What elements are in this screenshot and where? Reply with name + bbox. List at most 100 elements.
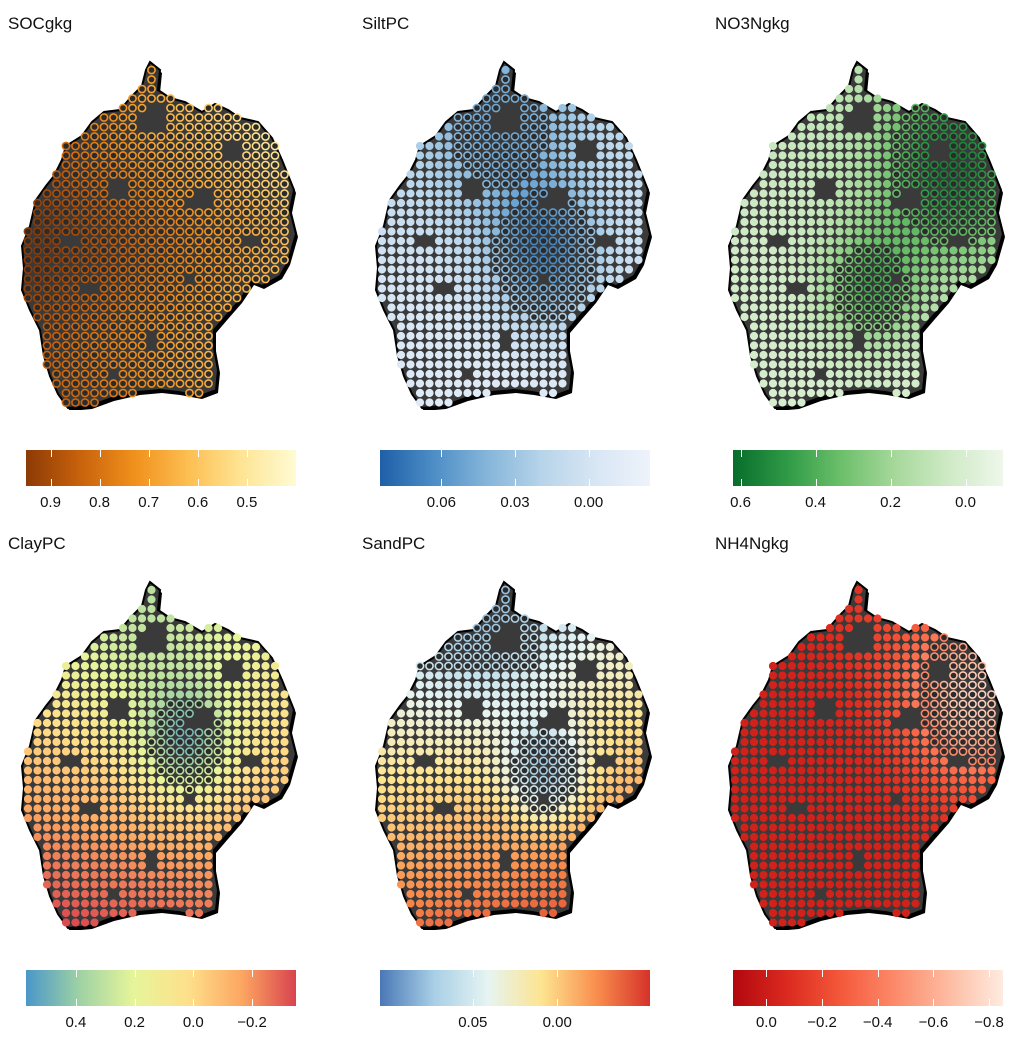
sample-point [472, 775, 482, 785]
sample-point [491, 671, 501, 680]
sample-point [901, 113, 911, 122]
sample-point [33, 737, 42, 747]
legend-tick-label: 0.00 [573, 494, 604, 511]
sample-point [968, 709, 977, 718]
sample-point [901, 122, 911, 132]
sample-point [901, 737, 911, 747]
sample-point [730, 255, 740, 265]
sample-point [892, 122, 901, 132]
sample-point [759, 293, 768, 303]
sample-point [434, 766, 444, 775]
sample-point [759, 274, 768, 284]
sample-point [175, 889, 185, 899]
sample-point [510, 94, 520, 103]
sample-point [71, 312, 80, 322]
sample-point [892, 880, 901, 889]
sample-point [166, 198, 175, 208]
sample-point [863, 747, 873, 756]
sample-point [778, 265, 787, 274]
sample-point [863, 861, 873, 870]
sample-point [567, 690, 577, 699]
sample-point [156, 350, 166, 360]
sample-point [586, 179, 596, 189]
sample-point [911, 756, 920, 766]
sample-point [434, 728, 444, 737]
sample-point [930, 113, 939, 122]
sample-point [825, 284, 835, 293]
map-panel-sandpc: SandPC 0.05 0.00 [354, 520, 692, 1040]
sample-point [558, 661, 567, 671]
sample-point [577, 737, 586, 747]
sample-point [873, 208, 882, 217]
sample-point [80, 274, 90, 284]
sample-point [577, 823, 586, 832]
sample-point [958, 737, 968, 747]
sample-point [892, 861, 901, 870]
sample-point [52, 369, 61, 379]
sample-point [558, 870, 567, 880]
sample-point [491, 728, 501, 737]
legend-tick-mark [472, 999, 474, 1006]
sample-point [816, 293, 825, 303]
sample-point [778, 293, 787, 303]
sample-point [137, 614, 147, 623]
sample-point [61, 899, 71, 908]
sample-point [539, 737, 548, 747]
sample-point [453, 661, 463, 671]
sample-point [137, 179, 147, 189]
sample-point [453, 785, 463, 794]
sample-point [147, 709, 156, 718]
sample-point [61, 842, 71, 851]
sample-point [185, 388, 194, 398]
sample-point [730, 284, 740, 293]
sample-point [71, 737, 80, 747]
sample-point [166, 661, 175, 671]
sample-point [539, 103, 548, 113]
sample-point [958, 122, 968, 132]
sample-point [749, 208, 759, 217]
sample-point [977, 236, 987, 246]
sample-point [968, 728, 977, 737]
sample-point [854, 585, 863, 595]
sample-point [52, 322, 61, 331]
sample-point [759, 747, 768, 756]
sample-point [920, 217, 930, 227]
sample-point [529, 198, 539, 208]
sample-point [223, 217, 232, 227]
sample-point [156, 189, 166, 198]
sample-point [406, 804, 415, 813]
sample-point [90, 794, 99, 804]
sample-point [425, 303, 434, 312]
sample-point [166, 312, 175, 322]
sample-point [434, 861, 444, 870]
sample-point [844, 322, 854, 331]
sample-point [958, 775, 968, 785]
sample-point [816, 198, 825, 208]
sample-point [42, 198, 52, 208]
sample-point [835, 728, 844, 737]
sample-point [453, 851, 463, 861]
sample-point [920, 160, 930, 170]
sample-point [873, 312, 882, 322]
sample-point [444, 217, 453, 227]
sample-point [882, 284, 892, 293]
sample-point [387, 728, 396, 737]
sample-point [99, 652, 109, 661]
sample-point [425, 823, 434, 832]
sample-point [987, 246, 996, 255]
sample-point [99, 113, 109, 122]
sample-point [396, 341, 406, 350]
sample-point [968, 671, 977, 680]
sample-point [61, 350, 71, 360]
sample-point [558, 804, 567, 813]
sample-point [453, 322, 463, 331]
sample-point [137, 718, 147, 728]
sample-point [261, 208, 270, 217]
sample-point [482, 227, 491, 236]
sample-point [949, 680, 958, 690]
legend-tick-mark [822, 999, 824, 1006]
sample-point [242, 671, 251, 680]
sample-point [873, 198, 882, 208]
sample-point [52, 880, 61, 889]
sample-point [548, 369, 558, 379]
